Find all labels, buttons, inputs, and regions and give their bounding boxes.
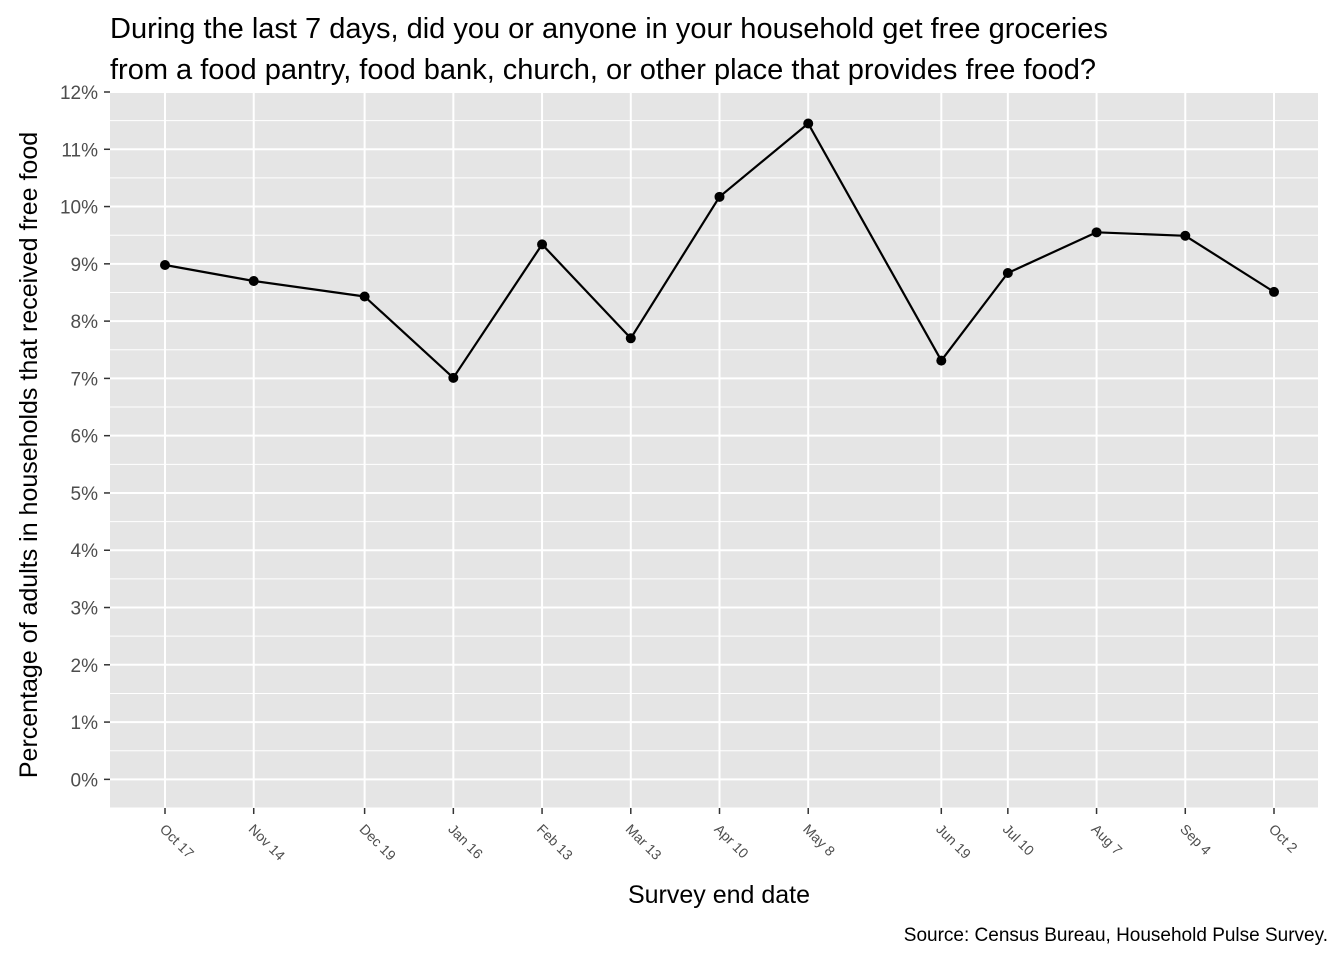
- y-tick-label: 6%: [71, 427, 99, 448]
- y-tick-label: 10%: [60, 198, 98, 219]
- x-axis-title: Survey end date: [628, 881, 810, 909]
- data-point: [359, 291, 370, 302]
- y-tick-label: 11%: [61, 140, 98, 161]
- x-tick-label: Dec 19: [356, 821, 399, 864]
- data-point: [714, 191, 725, 202]
- x-tick-label: Feb 13: [534, 821, 576, 863]
- x-tick-label: Aug 7: [1088, 821, 1125, 858]
- data-point: [248, 276, 259, 287]
- x-tick-label: Jun 19: [933, 821, 974, 862]
- y-tick-label: 12%: [60, 83, 98, 104]
- y-tick-label: 0%: [71, 770, 99, 791]
- y-axis-ticks: 0% 1% 2% 3% 4% 5% 6% 7% 8% 9% 10% 11% 12%: [60, 83, 110, 791]
- x-tick-label: Mar 13: [623, 821, 665, 863]
- x-tick-label: Sep 4: [1177, 821, 1214, 858]
- x-axis-ticks: Oct 17 Nov 14 Dec 19 Jan 16 Feb 13 Mar 13 Apr …: [157, 808, 1301, 864]
- data-point: [625, 333, 636, 344]
- y-tick-label: 9%: [71, 255, 99, 276]
- major-gridlines: [110, 91, 1318, 808]
- x-tick-label: Nov 14: [246, 821, 289, 864]
- data-point: [1180, 230, 1191, 241]
- x-tick-label: Oct 17: [157, 821, 198, 862]
- data-point: [1091, 227, 1102, 238]
- y-axis-title: Percentage of adults in households that …: [15, 132, 43, 778]
- x-tick-label: Apr 10: [711, 821, 752, 862]
- data-point: [537, 239, 548, 250]
- y-tick-label: 8%: [71, 312, 99, 333]
- chart-title: During the last 7 days, did you or anyon…: [110, 13, 1108, 86]
- data-point: [1269, 286, 1279, 297]
- y-tick-label: 1%: [71, 713, 99, 734]
- data-point: [1002, 268, 1013, 279]
- x-tick-label: Oct 2: [1266, 821, 1301, 856]
- series-layer: [160, 118, 1279, 383]
- data-point: [936, 355, 947, 366]
- y-tick-label: 5%: [71, 484, 99, 505]
- data-point: [803, 118, 814, 129]
- y-tick-label: 7%: [71, 369, 99, 390]
- data-point: [448, 372, 459, 383]
- minor-gridlines: [110, 120, 1318, 809]
- x-tick-label: Jul 10: [1000, 821, 1038, 859]
- data-point: [160, 259, 170, 270]
- x-tick-label: May 8: [800, 821, 838, 859]
- source-caption: Source: Census Bureau, Household Pulse S…: [904, 925, 1328, 946]
- y-tick-label: 3%: [71, 599, 99, 620]
- chart-title-line-2: from a food pantry, food bank, church, o…: [110, 54, 1096, 86]
- chart-title-line-1: During the last 7 days, did you or anyon…: [110, 13, 1108, 45]
- plot-panel: [110, 92, 1318, 808]
- y-tick-label: 2%: [71, 656, 99, 677]
- x-tick-label: Jan 16: [445, 821, 486, 862]
- y-tick-label: 4%: [71, 541, 99, 562]
